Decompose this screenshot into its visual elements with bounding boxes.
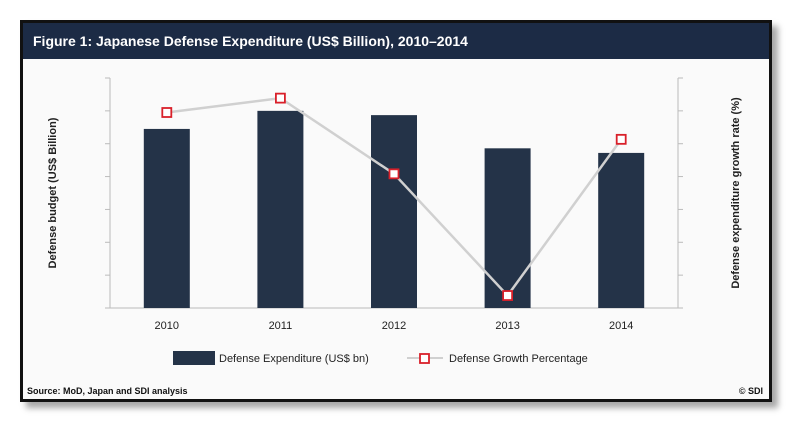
x-tick-label: 2010	[155, 320, 179, 332]
copyright-note: © SDI	[738, 386, 763, 396]
x-tick-label: 2012	[382, 320, 406, 332]
y-axis-title: Defense budget (US$ Billion)	[47, 117, 59, 268]
legend-line-label: Defense Growth Percentage	[449, 353, 588, 365]
legend-line-marker	[419, 353, 430, 364]
y2-axis-title: Defense expenditure growth rate (%)	[730, 97, 742, 289]
bar	[257, 110, 304, 308]
growth-marker	[388, 168, 400, 180]
growth-marker	[274, 92, 286, 104]
chart-svg: 2010 2011 2012 2013 2014 Defense budget (US$…	[47, 77, 742, 365]
legend: Defense Expenditure (US$ bn) Defense Gro…	[173, 351, 588, 365]
source-note: Source: MoD, Japan and SDI analysis	[27, 386, 188, 396]
legend-bar-swatch	[173, 351, 215, 365]
bar	[484, 148, 531, 308]
legend-bar-label: Defense Expenditure (US$ bn)	[219, 353, 369, 365]
bar	[143, 128, 190, 308]
bar	[598, 152, 645, 308]
bar-series	[143, 110, 645, 308]
growth-marker	[161, 107, 173, 118]
growth-marker	[615, 133, 627, 145]
growth-marker	[502, 290, 514, 301]
left-axis-ticks	[105, 77, 110, 309]
bar	[371, 115, 417, 308]
chart-frame: Figure 1: Japanese Defense Expenditure (…	[20, 20, 772, 402]
chart-title: Figure 1: Japanese Defense Expenditure (…	[23, 23, 769, 59]
x-tick-label: 2014	[609, 320, 633, 332]
x-tick-labels: 2010 2011 2012 2013 2014	[155, 320, 634, 332]
right-axis-ticks	[678, 77, 683, 309]
x-tick-label: 2011	[269, 320, 293, 332]
x-tick-label: 2013	[495, 320, 519, 332]
line-series	[161, 92, 627, 301]
